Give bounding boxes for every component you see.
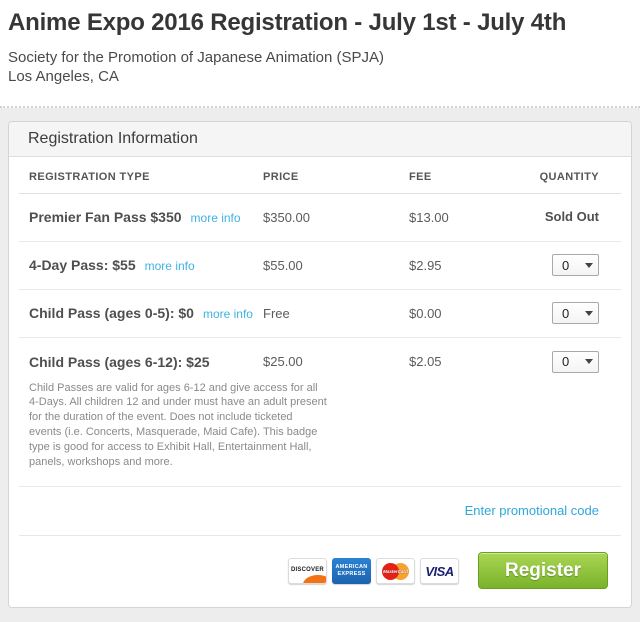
column-header-registration-type: REGISTRATION TYPE xyxy=(29,171,263,183)
pass-price: $25.00 xyxy=(263,354,409,369)
more-info-link[interactable]: more info xyxy=(203,307,253,321)
page-subtitle: Society for the Promotion of Japanese An… xyxy=(8,49,632,87)
pass-name: Child Pass (ages 6-12): $25 xyxy=(29,354,210,370)
table-header-row: REGISTRATION TYPE PRICE FEE QUANTITY xyxy=(19,157,621,194)
pass-price: Free xyxy=(263,306,409,321)
pass-description: Child Passes are valid for ages 6-12 and… xyxy=(29,381,327,487)
table-row: Premier Fan Pass $350 more info $350.00 … xyxy=(19,194,621,242)
panel-title: Registration Information xyxy=(9,122,631,157)
pass-name: 4-Day Pass: $55 xyxy=(29,257,136,273)
discover-card-icon: DISCOVER xyxy=(288,558,327,584)
mastercard-card-icon: MasterCard xyxy=(376,558,415,584)
panel-footer: DISCOVER AMERICAN EXPRESS MasterCard VIS… xyxy=(9,536,631,607)
chevron-down-icon xyxy=(585,311,593,316)
promotional-code-link[interactable]: Enter promotional code xyxy=(465,503,599,518)
more-info-link[interactable]: more info xyxy=(145,259,195,273)
column-header-quantity: QUANTITY xyxy=(539,171,599,183)
chevron-down-icon xyxy=(585,359,593,364)
quantity-select[interactable]: 0 xyxy=(552,302,599,324)
pass-price: $55.00 xyxy=(263,258,409,273)
page-header: Anime Expo 2016 Registration - July 1st … xyxy=(0,0,640,108)
column-header-fee: FEE xyxy=(409,171,539,183)
organization-name: Society for the Promotion of Japanese An… xyxy=(8,49,632,68)
pass-fee: $2.05 xyxy=(409,354,539,369)
pass-name: Child Pass (ages 0-5): $0 xyxy=(29,305,194,321)
quantity-value: 0 xyxy=(562,354,569,369)
visa-card-icon: VISA xyxy=(420,558,459,584)
table-row: Child Pass (ages 0-5): $0 more info Free… xyxy=(19,290,621,338)
pass-fee: $0.00 xyxy=(409,306,539,321)
pass-price: $350.00 xyxy=(263,210,409,225)
quantity-value: 0 xyxy=(562,258,569,273)
more-info-link[interactable]: more info xyxy=(191,211,241,225)
sold-out-label: Sold Out xyxy=(545,209,599,224)
promo-row: Enter promotional code xyxy=(19,487,621,536)
pass-name: Premier Fan Pass $350 xyxy=(29,209,182,225)
american-express-card-icon: AMERICAN EXPRESS xyxy=(332,558,371,584)
register-button[interactable]: Register xyxy=(478,552,608,589)
pass-fee: $13.00 xyxy=(409,210,539,225)
quantity-value: 0 xyxy=(562,306,569,321)
page-title: Anime Expo 2016 Registration - July 1st … xyxy=(8,9,632,37)
page-body: Registration Information REGISTRATION TY… xyxy=(0,108,640,622)
quantity-select[interactable]: 0 xyxy=(552,254,599,276)
table-row: Child Pass (ages 6-12): $25 $25.00 $2.05… xyxy=(19,338,621,488)
chevron-down-icon xyxy=(585,263,593,268)
registration-panel: Registration Information REGISTRATION TY… xyxy=(8,121,632,609)
quantity-select[interactable]: 0 xyxy=(552,351,599,373)
table-row: 4-Day Pass: $55 more info $55.00 $2.95 0 xyxy=(19,242,621,290)
column-header-price: PRICE xyxy=(263,171,409,183)
event-location: Los Angeles, CA xyxy=(8,68,632,87)
pass-fee: $2.95 xyxy=(409,258,539,273)
